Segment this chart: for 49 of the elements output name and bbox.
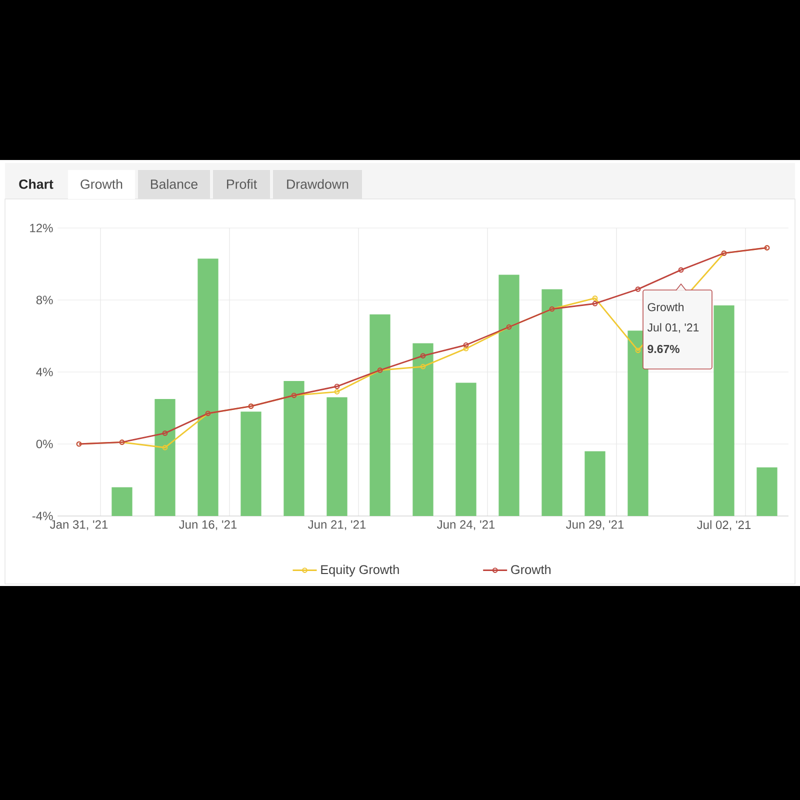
bar [112,487,132,516]
point [592,296,598,301]
bar [584,451,606,516]
point [162,444,168,450]
bar [198,258,218,516]
point [463,342,469,348]
bar [326,397,348,516]
point [463,346,469,352]
y-tick-label: 0% [36,440,53,448]
bar [628,330,648,516]
x-tick-label: Jun 29, '21 [566,520,624,530]
bar [714,305,734,516]
point [334,384,340,390]
point [678,267,684,273]
bar [284,381,304,516]
bar [542,289,562,516]
bar [756,467,778,516]
y-tick-label: 4% [36,368,53,376]
text: Chart [19,179,54,189]
x-tick-label: Jun 16, '21 [179,520,237,530]
legend-label: Growth [511,564,550,574]
point [420,353,426,358]
legend-label: Equity Growth [321,564,399,577]
y-tick-label: 12% [30,224,53,232]
bar [154,399,176,516]
x-tick-label: Jun 21, '21 [308,520,366,530]
bar [370,314,390,516]
point [635,286,641,292]
x-tick-label: Jul 02, '21 [697,520,751,530]
x-tick-label: Jan 31, '21 [50,520,108,530]
point [635,348,641,354]
text: Profit [227,179,257,189]
bar [498,274,520,516]
annotation: Jul 01, '21 [647,323,699,333]
point [420,364,426,370]
x-tick-label: Jun 24, '21 [437,520,495,530]
bar [412,343,434,516]
text: Drawdown [287,179,348,189]
y-tick-label: -4% [32,512,53,520]
y-tick-label: 8% [36,296,53,304]
point [334,389,340,394]
point [162,430,168,436]
point [592,300,598,306]
bar [456,382,476,516]
text: Growth [80,179,122,189]
annotation: 9.67% [648,344,680,354]
bar [240,412,262,516]
text: Balance [151,179,198,189]
annotation: Growth [648,302,684,312]
